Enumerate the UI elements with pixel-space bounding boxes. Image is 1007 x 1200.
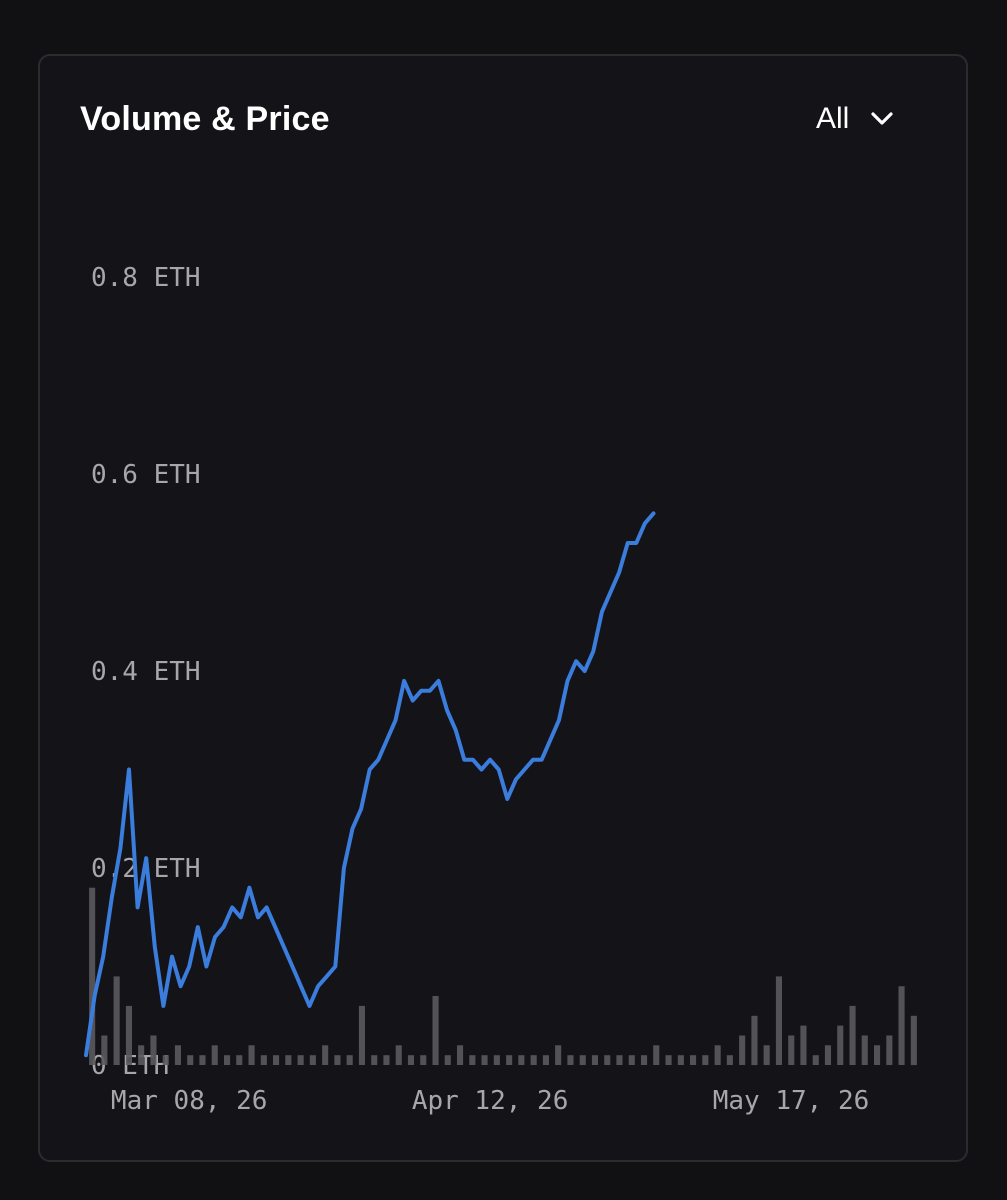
volume-bar [690,1055,697,1065]
volume-bar [89,887,96,1065]
volume-bar [665,1055,672,1065]
volume-bar [187,1055,194,1065]
volume-bar [297,1055,304,1065]
chevron-down-icon [871,112,893,125]
volume-bar [861,1035,868,1065]
volume-bar [358,1005,365,1065]
volume-bar [628,1055,635,1065]
volume-bar [444,1055,451,1065]
volume-bar [641,1055,648,1065]
y-tick-label: 0.6 ETH [91,460,201,490]
x-tick-label: May 17, 26 [713,1086,870,1116]
volume-bar [493,1055,500,1065]
volume-bar [395,1045,402,1065]
volume-bar [309,1055,316,1065]
volume-bar [591,1055,598,1065]
volume-bar [849,1005,856,1065]
volume-bar [174,1045,181,1065]
volume-bar [236,1055,243,1065]
volume-bar [383,1055,390,1065]
volume-bar [763,1045,770,1065]
volume-bar [506,1055,513,1065]
volume-bar [653,1045,660,1065]
volume-bar [910,1015,917,1066]
volume-bar [420,1055,427,1065]
volume-bar [150,1035,157,1065]
volume-bar [739,1035,746,1065]
volume-bar [199,1055,206,1065]
volume-bar [346,1055,353,1065]
volume-bar [824,1045,831,1065]
volume-bar [886,1035,893,1065]
volume-bar [874,1045,881,1065]
volume-bar [542,1055,549,1065]
volume-bar [775,976,782,1065]
volume-bar [714,1045,721,1065]
volume-bar [138,1045,145,1065]
volume-bar [555,1045,562,1065]
volume-bar [224,1055,231,1065]
volume-bar [579,1055,586,1065]
volume-bar [518,1055,525,1065]
volume-bar [334,1055,341,1065]
volume-bar [407,1055,414,1065]
volume-bar [812,1055,819,1065]
y-tick-label: 0.4 ETH [91,657,201,687]
volume-bar [567,1055,574,1065]
volume-bar [113,976,120,1065]
volume-bar [837,1025,844,1065]
volume-bar [125,1005,132,1065]
volume-bar [751,1015,758,1066]
volume-price-card: Volume & Price All [38,54,968,1162]
volume-bar [211,1045,218,1065]
volume-bar [616,1055,623,1065]
volume-bar [322,1045,329,1065]
price-line [84,511,656,1058]
volume-bar [101,1035,108,1065]
volume-bar [285,1055,292,1065]
time-range-value: All [816,102,850,135]
volume-bar [530,1055,537,1065]
volume-bar [371,1055,378,1065]
volume-bar [273,1055,280,1065]
volume-bar [481,1055,488,1065]
volume-bar [457,1045,464,1065]
x-tick-label: Apr 12, 26 [412,1086,569,1116]
time-range-dropdown[interactable]: All [816,102,895,136]
volume-bar [898,986,905,1065]
x-tick-label: Mar 08, 26 [111,1086,268,1116]
volume-bar [248,1045,255,1065]
y-tick-label: 0.8 ETH [91,263,201,293]
volume-bar [677,1055,684,1065]
volume-bar [726,1055,733,1065]
volume-bar [432,996,439,1065]
volume-bar [469,1055,476,1065]
volume-bar [162,1055,169,1065]
volume-bar [702,1055,709,1065]
volume-bar [788,1035,795,1065]
volume-bar [260,1055,267,1065]
card-title: Volume & Price [80,100,330,138]
volume-bar [800,1025,807,1065]
volume-bar [604,1055,611,1065]
